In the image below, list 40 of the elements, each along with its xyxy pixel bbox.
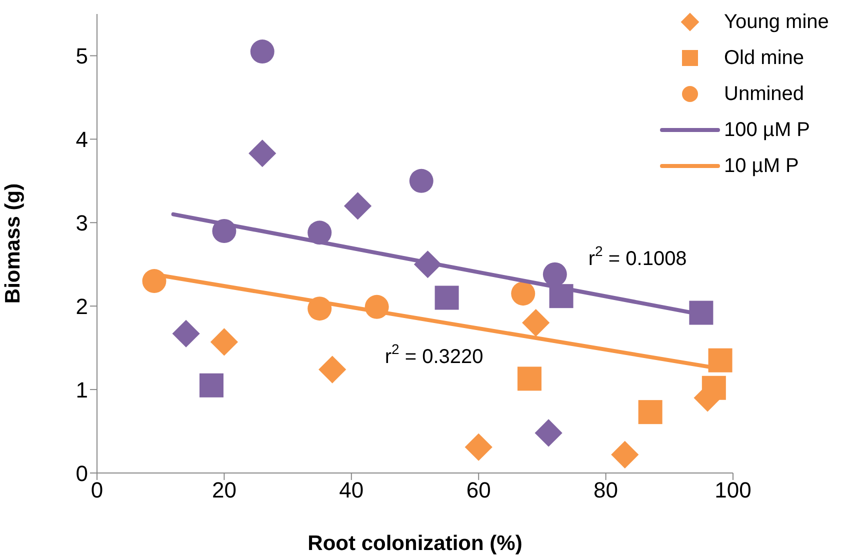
y-tick-label: 3: [76, 210, 88, 236]
x-tick-label: 40: [339, 478, 364, 503]
point: [250, 40, 274, 64]
point: [522, 308, 550, 337]
point: [611, 440, 639, 468]
point: [172, 320, 200, 348]
legend-label: Young mine: [724, 10, 829, 34]
point: [517, 366, 542, 391]
point: [318, 356, 346, 384]
x-tick-label: 80: [594, 478, 618, 503]
y-axis-title: Biomass (g): [1, 183, 24, 304]
x-tick-label: 100: [714, 478, 752, 503]
point: [344, 192, 372, 220]
point: [638, 400, 662, 424]
x-axis-title: Root colonization (%): [308, 532, 522, 555]
point: [248, 140, 276, 168]
legend-label: 100 µM P: [724, 118, 810, 142]
annotation: r$^{2}$ = 0.3220: [384, 340, 484, 368]
point: [702, 376, 726, 400]
y-tick-label: 0: [76, 460, 88, 486]
point: [708, 348, 732, 372]
annotation: r$^{2}$ = 0.1008: [588, 242, 687, 270]
legend-label: 10 µM P: [724, 154, 799, 178]
point: [534, 419, 562, 447]
legend-label: Unmined: [724, 82, 804, 106]
x-tick-label: 20: [212, 478, 236, 503]
point: [464, 433, 492, 461]
y-tick-label: 5: [76, 44, 88, 69]
y-tick-label: 1: [76, 377, 88, 402]
point: [511, 282, 536, 306]
y-tick-label: 2: [76, 294, 88, 319]
point: [689, 300, 714, 325]
point: [199, 373, 224, 398]
point: [542, 262, 567, 286]
point: [409, 168, 434, 193]
x-tick-label: 60: [466, 478, 491, 503]
legend-label: Old mine: [724, 46, 804, 70]
point: [210, 328, 238, 356]
point: [434, 286, 459, 310]
y-tick-label: 4: [76, 126, 88, 152]
